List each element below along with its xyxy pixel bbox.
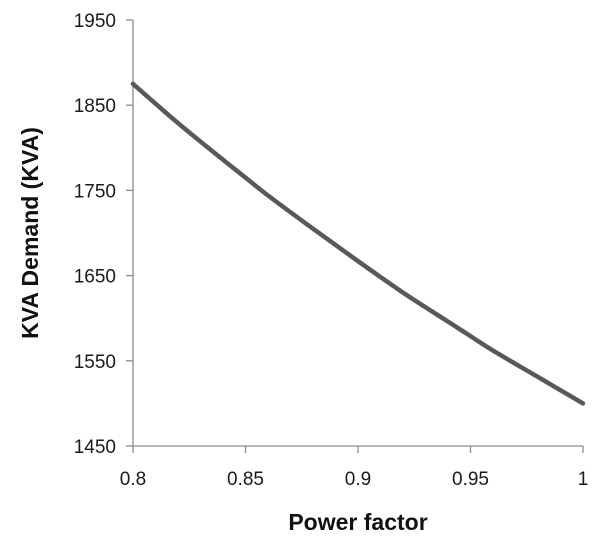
x-tick-label: 0.85 [227,469,264,490]
x-tick-label: 1 [578,469,589,490]
y-tick-label: 1550 [74,352,116,373]
y-tick-label: 1750 [74,181,116,202]
series-line-0 [130,81,586,406]
x-tick-label: 0.8 [120,469,146,490]
x-axis-title: Power factor [288,509,427,535]
y-axis: 1450 1550 1650 1750 1850 1950 [74,11,134,458]
y-tick-label: 1650 [74,267,116,288]
y-axis-title: KVA Demand (KVA) [17,127,43,339]
x-tick-label: 0.95 [452,469,489,490]
y-tick-label: 1950 [74,11,116,32]
y-tick-label: 1850 [74,96,116,117]
x-ticks: 0.8 0.85 0.9 0.95 1 [120,446,589,490]
x-tick-label: 0.9 [345,469,371,490]
y-tick-label: 1450 [74,437,116,458]
x-axis: 0.8 0.85 0.9 0.95 1 [120,445,589,490]
plot-area [130,81,586,406]
y-ticks: 1450 1550 1650 1750 1850 1950 [74,11,133,458]
